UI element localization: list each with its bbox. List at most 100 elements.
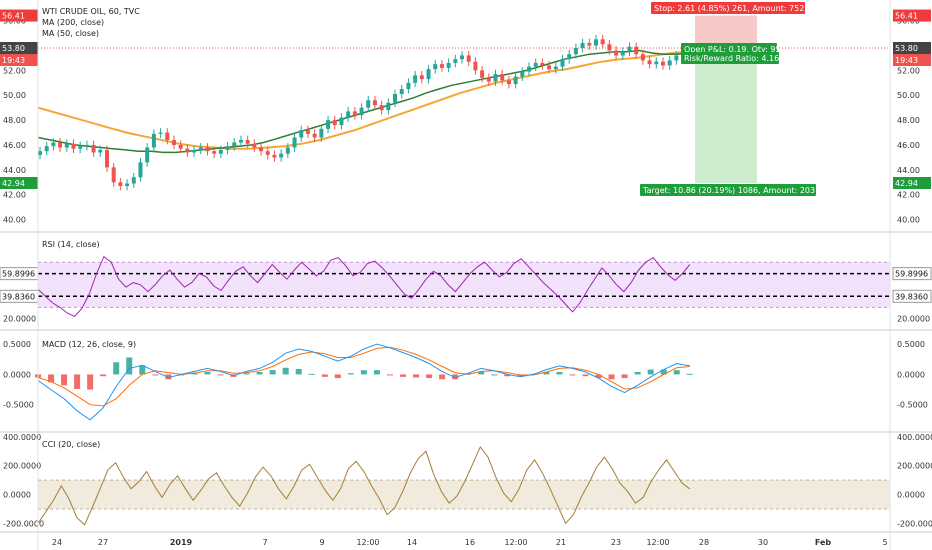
candle-body (346, 111, 351, 118)
price-axis-left-tick: 46.00 (3, 141, 26, 150)
price-axis-left-tick: 40.00 (3, 216, 26, 225)
macd-label: MACD (12, 26, close, 9) (42, 340, 136, 349)
candle-body (138, 162, 143, 178)
macd-histogram-bar (595, 374, 602, 379)
ma200-line (37, 50, 690, 150)
macd-histogram-bar (386, 374, 393, 376)
candle-body (279, 153, 284, 158)
macd-histogram-bar (48, 374, 55, 383)
rsi-panel: RSI (14, close) 59.8996 59.8996 39.8360 39.… (0, 240, 932, 324)
macd-axis-left-tick: 0.0000 (3, 370, 31, 379)
macd-histogram-bar (152, 374, 159, 376)
macd-histogram-bar (321, 374, 328, 377)
time-axis-tick: 12:00 (356, 538, 379, 547)
candle-body (527, 66, 532, 72)
candle-body (91, 144, 96, 153)
candle-body (332, 120, 337, 126)
last-price-flag-left-bg (0, 42, 38, 54)
candle-body (299, 130, 304, 138)
price-axis-right-tick: 50.00 (897, 91, 920, 100)
ma50-label: MA (50, close) (42, 29, 99, 38)
target-price-flag-right: 42.94 (895, 179, 918, 188)
candle-body (319, 128, 324, 138)
candle-body (614, 50, 619, 56)
macd-histogram-bar (282, 367, 289, 375)
macd-histogram-bar (74, 374, 81, 389)
candle-body (513, 76, 518, 85)
cci-panel: CCI (20, close) 400.0000 400.0000 200.0000… (3, 433, 932, 528)
macd-axis-right-tick: 0.5000 (897, 340, 925, 349)
stop-price-flag-left: 56.41 (2, 12, 25, 21)
macd-histogram-bar (295, 368, 302, 375)
candle-body (540, 62, 545, 66)
candle-body (359, 107, 364, 116)
price-axis-left-tick: 42.00 (3, 191, 26, 200)
time-axis-tick: 16 (465, 538, 475, 547)
macd-histogram-bar (204, 372, 211, 375)
time-axis-tick: 14 (407, 538, 417, 547)
macd-histogram-bar (399, 374, 406, 377)
candle-body (419, 75, 424, 80)
candle-body (560, 59, 565, 67)
candle-body (145, 147, 150, 163)
candle-body (600, 39, 605, 45)
price-axis-right-tick: 42.00 (897, 191, 920, 200)
last-price-flag-right-bg (893, 42, 931, 54)
cci-line (37, 446, 691, 526)
macd-histogram-bar (87, 374, 94, 390)
candle-body (78, 146, 83, 149)
candle-body (198, 147, 203, 150)
candle-body (352, 111, 357, 116)
candle-body (379, 105, 384, 111)
candle-body (205, 147, 210, 152)
candle-body (44, 146, 49, 152)
candle-body (393, 94, 398, 103)
candle-body (547, 65, 552, 70)
cci-axis-left-tick: -200.0000 (3, 519, 44, 528)
macd-histogram-bar (556, 372, 563, 375)
candle-body (573, 48, 578, 55)
last-price-flag-left: 53.80 (2, 44, 25, 53)
rsi-level-flag-left: 59.8996 (2, 270, 35, 279)
stop-label: Stop: 2.61 (4.85%) 261, Amount: 752.05 (654, 4, 817, 13)
time-axis-tick: 7 (262, 538, 267, 547)
candle-body (265, 151, 270, 155)
candle-body (634, 46, 639, 55)
macd-histogram-bar (243, 373, 250, 375)
macd-histogram-bar (165, 374, 172, 380)
macd-histogram-bar (360, 370, 367, 375)
candle-body (567, 54, 572, 60)
cci-axis-left-tick: 200.0000 (3, 462, 41, 471)
price-axis-right-tick: 40.00 (897, 216, 920, 225)
macd-histogram-bar (543, 372, 550, 375)
price-axis-left-tick: 48.00 (3, 116, 26, 125)
price-panel: WTI CRUDE OIL, 60, TVC MA (200, close) M… (0, 2, 931, 225)
candle-body (178, 144, 183, 149)
macd-histogram-bar (347, 373, 354, 375)
macd-histogram-bar (61, 374, 68, 386)
candle-body (64, 143, 69, 148)
stop-label-bg (651, 2, 805, 14)
ratio-label-bg (681, 52, 779, 64)
candle-body (272, 154, 277, 158)
candle-body (660, 61, 665, 66)
rsi-level-flag-right: 39.8360 (895, 292, 928, 301)
price-axis-right-tick: 46.00 (897, 141, 920, 150)
candle-body (71, 143, 76, 149)
cci-axis-right-tick: 200.0000 (897, 462, 932, 471)
cci-axis-right-tick: -200.0000 (897, 519, 932, 528)
price-axis-right-tick: 44.00 (897, 166, 920, 175)
candle-body (111, 167, 116, 183)
macd-axis-left-tick: 0.5000 (3, 340, 31, 349)
candle-body (212, 151, 217, 154)
candle-body (654, 61, 659, 65)
candle-body (58, 142, 63, 148)
cci-axis-right-tick: 400.0000 (897, 433, 932, 442)
candle-body (339, 117, 344, 126)
macd-histogram-bar (686, 373, 693, 375)
candle-body (171, 140, 176, 145)
stop-price-flag-right-bg (893, 9, 931, 22)
macd-line (37, 343, 690, 421)
candle-body (620, 51, 625, 56)
